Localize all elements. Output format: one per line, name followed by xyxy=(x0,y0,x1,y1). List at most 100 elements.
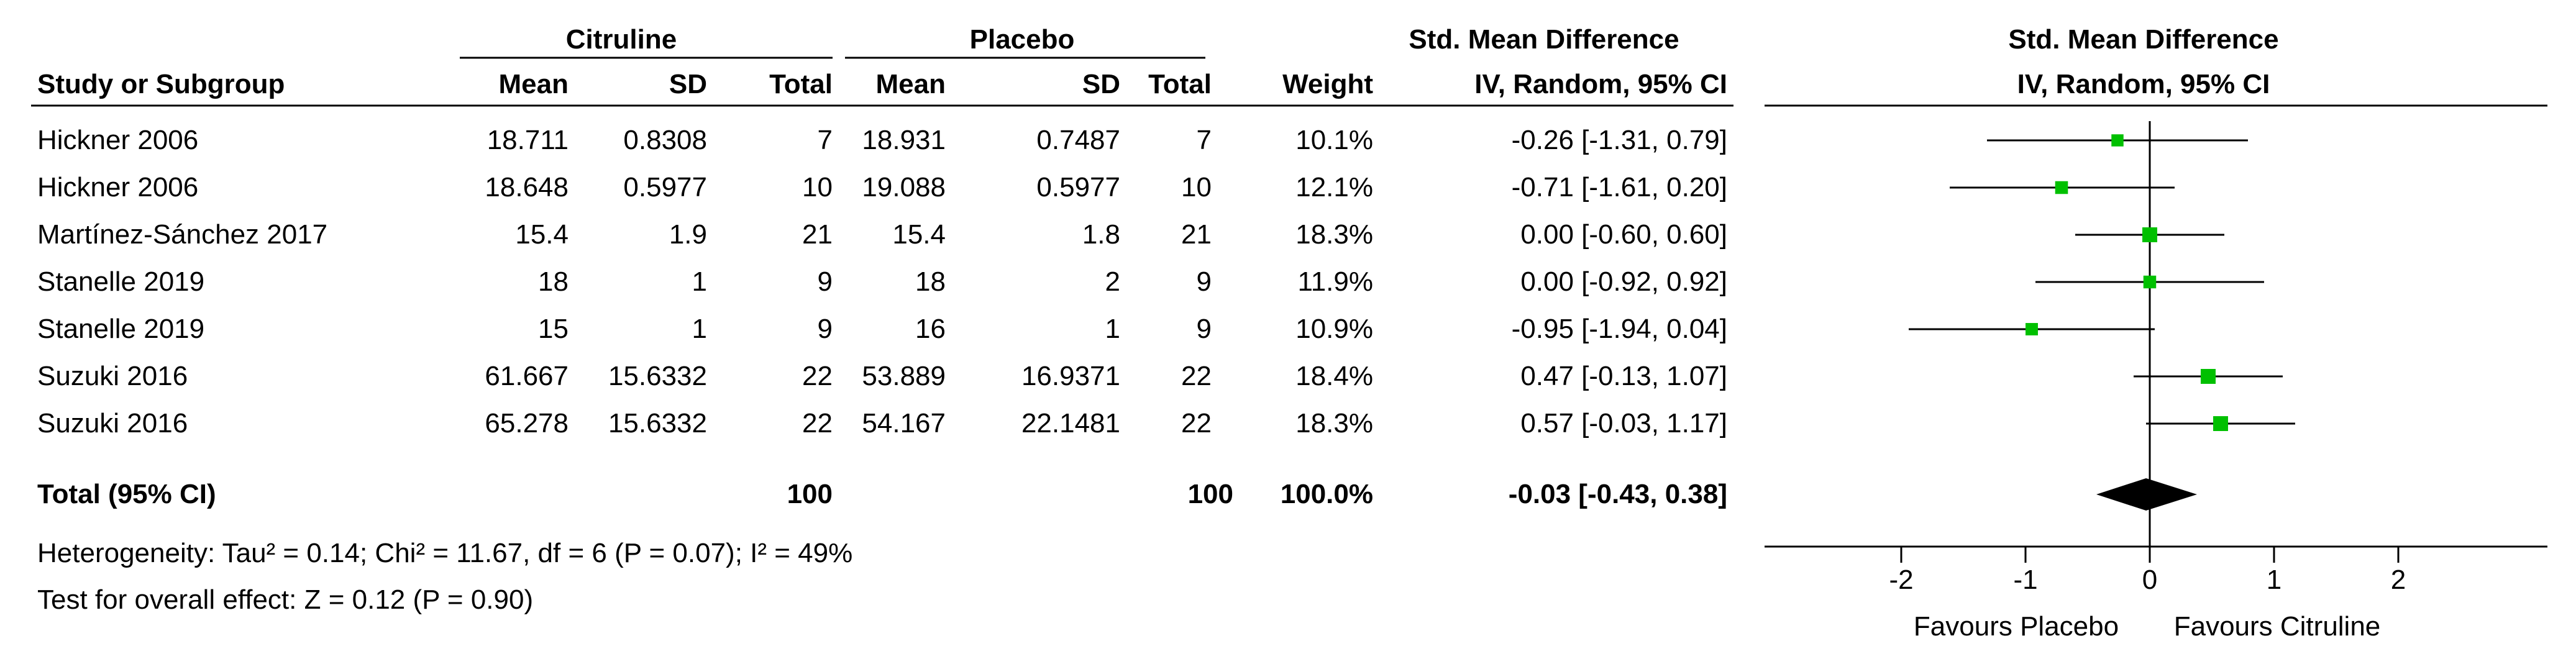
total-label: Total (95% CI) xyxy=(37,479,216,509)
cell-weight: 12.1% xyxy=(1295,172,1373,202)
cell-study: Stanelle 2019 xyxy=(37,266,204,297)
cell-sd1: 1 xyxy=(692,314,707,344)
col-weight-header: Weight xyxy=(1282,69,1373,99)
table-row: Martínez-Sánchez 2017 15.4 1.9 21 15.4 1.8 21 1… xyxy=(37,219,1727,250)
x-tick-label: 1 xyxy=(2267,565,2281,595)
cell-study: Suzuki 2016 xyxy=(37,361,188,391)
cell-sd1: 0.5977 xyxy=(623,172,707,202)
cell-sd1: 0.8308 xyxy=(623,125,707,155)
cell-total2: 22 xyxy=(1181,361,1212,391)
cell-sd1: 15.6332 xyxy=(608,408,707,439)
cell-study: Stanelle 2019 xyxy=(37,314,204,344)
table-row: Suzuki 2016 61.667 15.6332 22 53.889 16.9371 2… xyxy=(37,361,1727,391)
overall-effect-note: Test for overall effect: Z = 0.12 (P = 0… xyxy=(37,584,533,615)
cell-weight: 10.9% xyxy=(1295,314,1373,344)
col-mean1-header: Mean xyxy=(499,69,569,99)
group-citruline-header: Citruline xyxy=(566,24,677,55)
cell-mean2: 15.4 xyxy=(892,219,946,250)
study-point-marker xyxy=(2055,181,2068,194)
cell-mean1: 18.711 xyxy=(487,125,569,155)
cell-mean2: 54.167 xyxy=(862,408,946,439)
cell-ci: 0.00 [-0.92, 0.92] xyxy=(1520,266,1727,297)
cell-mean1: 15 xyxy=(538,314,569,344)
cell-sd2: 1.8 xyxy=(1082,219,1120,250)
cell-weight: 18.3% xyxy=(1295,219,1373,250)
x-tick-label: -2 xyxy=(1889,565,1913,595)
cell-total2: 9 xyxy=(1197,314,1212,344)
table-row: Stanelle 2019 18 1 9 18 2 9 11.9% 0.00 [-0.92, 0… xyxy=(37,266,1727,297)
x-tick-label: 0 xyxy=(2142,565,2157,595)
cell-total2: 21 xyxy=(1181,219,1212,250)
x-tick-label: 2 xyxy=(2391,565,2406,595)
total-n2: 100 xyxy=(1188,479,1233,509)
cell-ci: -0.26 [-1.31, 0.79] xyxy=(1512,125,1727,155)
col-ci-header: IV, Random, 95% CI xyxy=(1474,69,1727,99)
cell-total1: 22 xyxy=(802,408,833,439)
col-sd2-header: SD xyxy=(1082,69,1120,99)
group-placebo-header: Placebo xyxy=(970,24,1075,55)
cell-sd1: 1 xyxy=(692,266,707,297)
col-sd1-header: SD xyxy=(669,69,707,99)
cell-study: Hickner 2006 xyxy=(37,172,198,202)
cell-sd2: 2 xyxy=(1105,266,1120,297)
total-weight: 100.0% xyxy=(1281,479,1373,509)
cell-mean1: 18 xyxy=(538,266,569,297)
cell-mean2: 18 xyxy=(915,266,946,297)
cell-sd2: 0.5977 xyxy=(1036,172,1120,202)
study-point-marker xyxy=(2142,227,2157,242)
cell-total1: 9 xyxy=(818,314,833,344)
cell-mean2: 18.931 xyxy=(862,125,946,155)
plot-method-label: IV, Random, 95% CI xyxy=(2017,69,2270,99)
cell-sd2: 22.1481 xyxy=(1021,408,1120,439)
cell-total1: 22 xyxy=(802,361,833,391)
cell-ci: 0.57 [-0.03, 1.17] xyxy=(1520,408,1727,439)
cell-ci: 0.00 [-0.60, 0.60] xyxy=(1520,219,1727,250)
cell-mean2: 19.088 xyxy=(862,172,946,202)
cell-sd2: 0.7487 xyxy=(1036,125,1120,155)
cell-ci: -0.95 [-1.94, 0.04] xyxy=(1512,314,1727,344)
cell-total1: 10 xyxy=(802,172,833,202)
study-point-marker xyxy=(2143,275,2157,289)
cell-study: Suzuki 2016 xyxy=(37,408,188,439)
cell-study: Hickner 2006 xyxy=(37,125,198,155)
plot-title: Std. Mean Difference xyxy=(2008,24,2278,55)
cell-weight: 18.3% xyxy=(1295,408,1373,439)
study-point-marker xyxy=(2111,134,2124,147)
cell-mean1: 61.667 xyxy=(485,361,569,391)
cell-sd1: 1.9 xyxy=(669,219,707,250)
cell-ci: 0.47 [-0.13, 1.07] xyxy=(1520,361,1727,391)
cell-total2: 10 xyxy=(1181,172,1212,202)
cell-sd1: 15.6332 xyxy=(608,361,707,391)
col-mean2-header: Mean xyxy=(876,69,946,99)
col-total1-header: Total xyxy=(769,69,833,99)
study-point-marker xyxy=(2026,323,2038,335)
col-total2-header: Total xyxy=(1148,69,1212,99)
cell-mean1: 18.648 xyxy=(485,172,569,202)
cell-total1: 7 xyxy=(818,125,833,155)
cell-mean2: 53.889 xyxy=(862,361,946,391)
cell-sd2: 16.9371 xyxy=(1021,361,1120,391)
total-n1: 100 xyxy=(787,479,833,509)
cell-study: Martínez-Sánchez 2017 xyxy=(37,219,327,250)
x-tick-label: -1 xyxy=(2013,565,2037,595)
cell-ci: -0.71 [-1.61, 0.20] xyxy=(1512,172,1727,202)
study-rows: Hickner 2006 18.711 0.8308 7 18.931 0.7487 7 10… xyxy=(37,125,1727,439)
cell-sd2: 1 xyxy=(1105,314,1120,344)
cell-total1: 9 xyxy=(818,266,833,297)
heterogeneity-note: Heterogeneity: Tau² = 0.14; Chi² = 11.67… xyxy=(37,538,852,568)
cell-mean1: 65.278 xyxy=(485,408,569,439)
cell-weight: 11.9% xyxy=(1298,266,1374,297)
cell-total1: 21 xyxy=(802,219,833,250)
plot-area: -2 -1 0 1 2 xyxy=(1765,121,2547,595)
pooled-diamond xyxy=(2096,478,2197,511)
favours-left-label: Favours Placebo xyxy=(1914,611,2119,642)
table-row: Hickner 2006 18.648 0.5977 10 19.088 0.5977 10… xyxy=(37,172,1727,202)
cell-weight: 10.1% xyxy=(1295,125,1373,155)
table-row: Suzuki 2016 65.278 15.6332 22 54.167 22.1481 2… xyxy=(37,408,1727,439)
cell-weight: 18.4% xyxy=(1295,361,1373,391)
study-point-marker xyxy=(2213,416,2228,431)
favours-right-label: Favours Citruline xyxy=(2174,611,2381,642)
cell-mean1: 15.4 xyxy=(515,219,569,250)
study-point-marker xyxy=(2201,369,2216,384)
